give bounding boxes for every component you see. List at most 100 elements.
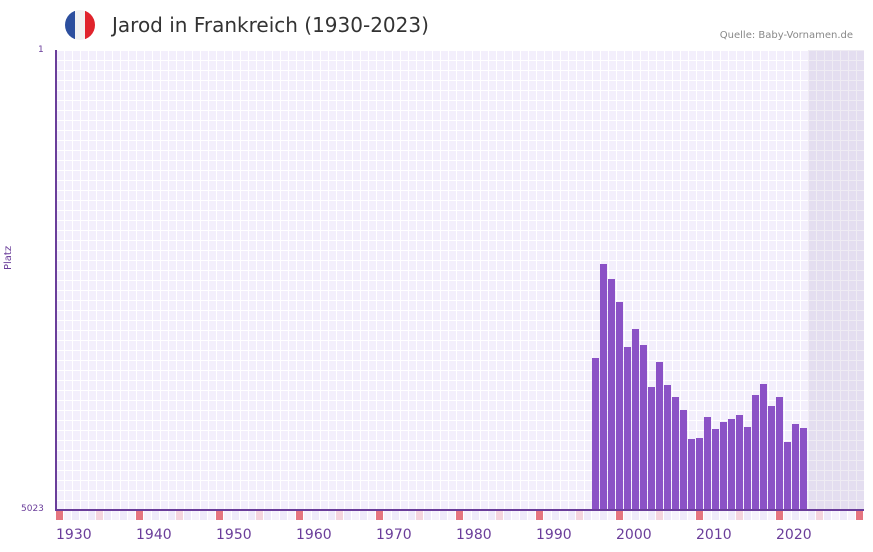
x-tick-2000: 2000 [616,527,652,543]
year-mark [352,511,359,520]
year-mark [336,511,343,520]
year-mark [384,511,391,520]
year-mark [840,511,847,520]
year-mark [616,511,623,520]
bar-2005[interactable] [656,361,663,510]
y-tick-top: 1 [38,45,44,55]
x-tick-1970: 1970 [376,527,412,543]
year-mark [232,511,239,520]
year-mark [528,511,535,520]
year-mark [544,511,551,520]
bar-2004[interactable] [648,386,655,510]
bar-2019[interactable] [768,405,775,510]
year-mark [56,511,63,520]
year-mark [504,511,511,520]
bar-2009[interactable] [688,438,695,510]
y-tick-bottom: 5023 [21,504,44,514]
year-mark [424,511,431,520]
year-mark [800,511,807,520]
year-mark [488,511,495,520]
year-mark [640,511,647,520]
bar-2013[interactable] [720,421,727,510]
bar-2017[interactable] [752,394,759,510]
year-mark [792,511,799,520]
bar-2021[interactable] [784,441,791,510]
year-mark [64,511,71,520]
year-mark [152,511,159,520]
year-mark [768,511,775,520]
bar-1997[interactable] [592,357,599,510]
year-mark [480,511,487,520]
year-mark [608,511,615,520]
year-mark [416,511,423,520]
year-mark [184,511,191,520]
year-mark [248,511,255,520]
year-mark [264,511,271,520]
year-mark [568,511,575,520]
year-mark [552,511,559,520]
bar-2015[interactable] [736,414,743,510]
bar-2023[interactable] [800,427,807,510]
year-mark [376,511,383,520]
year-mark [680,511,687,520]
y-axis-title: Platz [3,245,14,270]
year-mark [728,511,735,520]
year-mark [240,511,247,520]
bar-1998[interactable] [600,263,607,510]
year-mark [592,511,599,520]
year-marks [56,511,864,520]
year-mark [456,511,463,520]
y-axis-line [55,50,57,511]
year-mark [656,511,663,520]
bar-2012[interactable] [712,428,719,510]
bar-2000[interactable] [616,301,623,510]
x-axis-line [56,509,864,511]
year-mark [520,511,527,520]
year-mark [696,511,703,520]
year-mark [144,511,151,520]
x-tick-1940: 1940 [136,527,172,543]
x-tick-1980: 1980 [456,527,492,543]
bar-2010[interactable] [696,437,703,510]
bar-2002[interactable] [632,328,639,510]
year-mark [88,511,95,520]
bar-2014[interactable] [728,418,735,510]
year-mark [192,511,199,520]
year-mark [472,511,479,520]
bar-2006[interactable] [664,384,671,510]
year-mark [344,511,351,520]
bar-2022[interactable] [792,423,799,510]
year-mark [584,511,591,520]
year-mark [712,511,719,520]
bar-2001[interactable] [624,346,631,510]
year-mark [120,511,127,520]
year-mark [464,511,471,520]
year-mark [648,511,655,520]
x-tick-1950: 1950 [216,527,252,543]
x-tick-2010: 2010 [696,527,732,543]
year-mark [368,511,375,520]
source-label: Quelle: Baby-Vornamen.de [719,30,853,41]
bar-2018[interactable] [760,383,767,510]
bar-2020[interactable] [776,396,783,510]
year-mark [304,511,311,520]
bar-2008[interactable] [680,409,687,510]
bar-2003[interactable] [640,344,647,510]
year-mark [848,511,855,520]
bar-2011[interactable] [704,416,711,510]
year-mark [536,511,543,520]
year-mark [160,511,167,520]
x-tick-1930: 1930 [56,527,92,543]
year-mark [96,511,103,520]
year-mark [328,511,335,520]
year-mark [272,511,279,520]
future-shade [808,50,864,510]
bar-2016[interactable] [744,426,751,510]
year-mark [832,511,839,520]
bar-1999[interactable] [608,278,615,510]
x-tick-1960: 1960 [296,527,332,543]
year-mark [672,511,679,520]
year-mark [320,511,327,520]
bar-2007[interactable] [672,396,679,510]
chart-title: Jarod in Frankreich (1930-2023) [112,13,429,37]
